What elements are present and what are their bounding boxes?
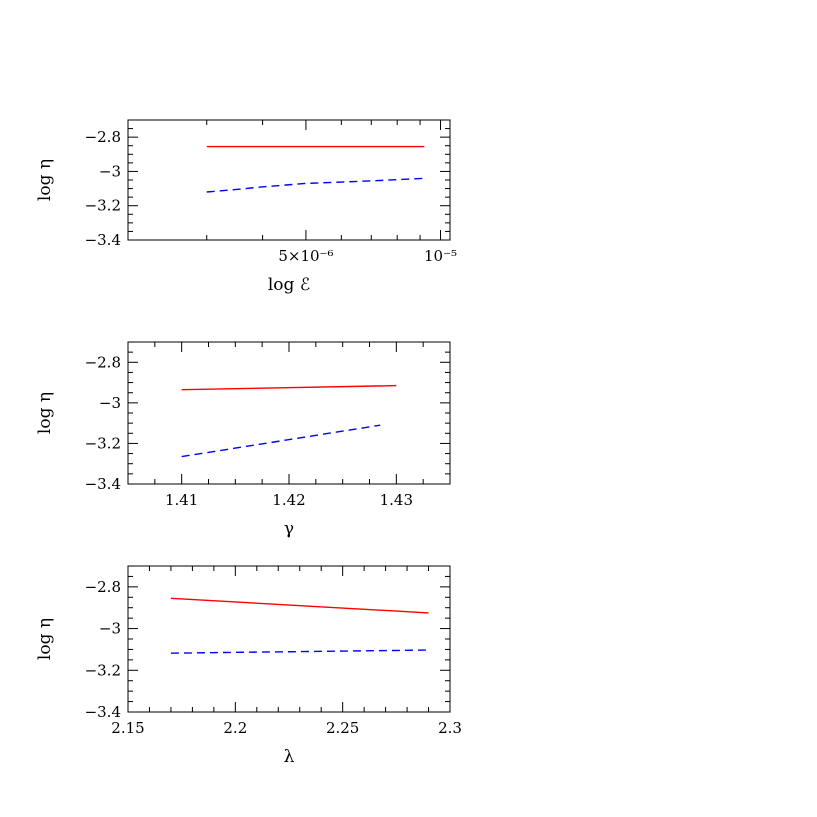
y-tick-label: −3 xyxy=(99,394,121,412)
dashed-series-line xyxy=(206,177,425,193)
x-axis-label: λ xyxy=(284,747,295,767)
dashed-series-line xyxy=(170,649,429,654)
x-tick-label: 10⁻⁵ xyxy=(424,247,457,265)
x-tick-label: 2.3 xyxy=(438,719,462,737)
x-tick-label: 5×10⁻⁶ xyxy=(278,247,333,265)
y-tick-label: −3.4 xyxy=(85,475,121,493)
chart-panel-1: 5×10⁻⁶ 10⁻⁵ −3.4 −3.2 −3 −2.8 log ℰ log η xyxy=(35,119,457,295)
chart-panel-3: 2.15 2.2 2.25 2.3 −3.4 −3.2 −3 −2.8 λ log η xyxy=(35,565,462,767)
y-tick-label: −2.8 xyxy=(85,353,121,371)
y-tick-label: −3.2 xyxy=(85,661,121,679)
x-tick-label: 1.43 xyxy=(380,491,413,509)
y-axis-label: log η xyxy=(35,159,55,201)
y-tick-label: −3.4 xyxy=(85,231,121,249)
x-tick-label: 2.15 xyxy=(111,719,144,737)
y-tick-label: −3.2 xyxy=(85,434,121,452)
solid-series-line xyxy=(181,384,397,391)
chart-panel-2: 1.41 1.42 1.43 −3.4 −3.2 −3 −2.8 γ log η xyxy=(35,341,451,539)
x-tick-label: 2.2 xyxy=(223,719,247,737)
y-tick-label: −2.8 xyxy=(85,578,121,596)
y-tick-label: −2.8 xyxy=(85,128,121,146)
solid-series-line xyxy=(170,597,429,614)
x-axis-label: log ℰ xyxy=(268,275,310,295)
x-tick-label: 1.41 xyxy=(165,491,198,509)
y-tick-label: −3.2 xyxy=(85,197,121,215)
x-tick-label: 1.42 xyxy=(272,491,305,509)
x-tick-label: 2.25 xyxy=(326,719,359,737)
y-tick-label: −3 xyxy=(99,162,121,180)
dashed-series-line xyxy=(181,424,381,458)
y-tick-label: −3 xyxy=(99,620,121,638)
y-axis-label: log η xyxy=(35,392,55,434)
x-axis-label: γ xyxy=(284,519,294,539)
y-tick-label: −3.4 xyxy=(85,703,121,721)
y-axis-label: log η xyxy=(35,618,55,660)
